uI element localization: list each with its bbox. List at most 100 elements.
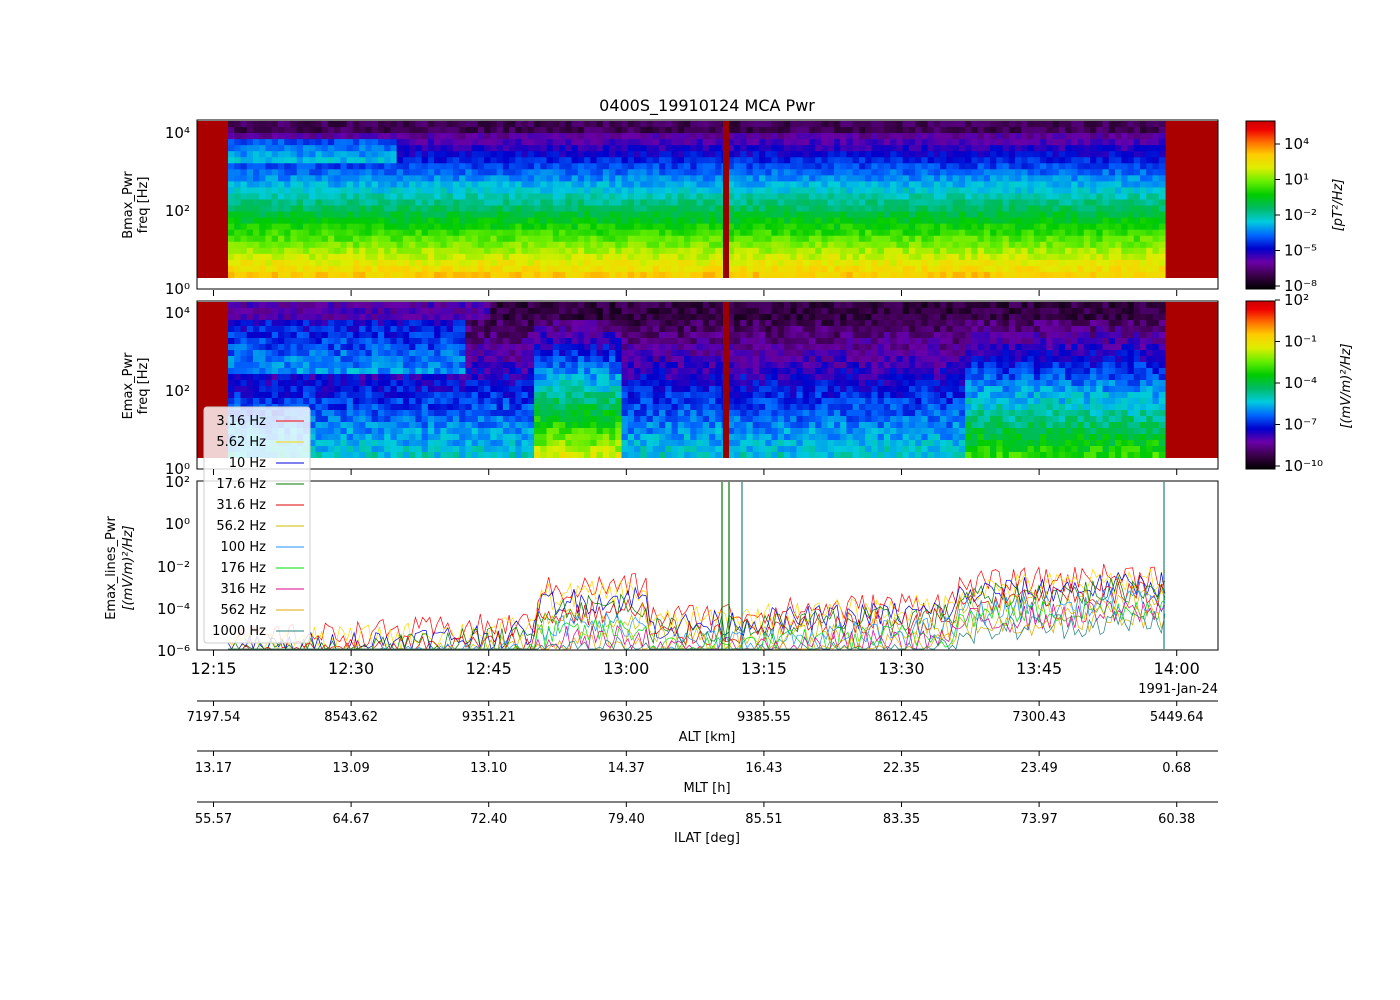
spectrogram-cell — [396, 211, 404, 219]
spectrogram-cell — [321, 428, 329, 435]
spectrogram-cell — [302, 181, 310, 189]
spectrogram-cell — [515, 259, 523, 267]
spectrogram-cell — [752, 151, 760, 158]
spectrogram-cell — [315, 404, 323, 411]
spectrogram-cell — [465, 145, 473, 152]
spectrogram-cell — [752, 229, 760, 237]
spectrogram-cell — [865, 169, 873, 176]
spectrogram-cell — [465, 223, 473, 231]
spectrogram-cell — [896, 229, 904, 237]
spectrogram-cell — [340, 314, 348, 321]
spectrogram-cell — [440, 121, 448, 128]
spectrogram-cell — [284, 187, 292, 195]
spectrogram-cell — [402, 410, 410, 417]
spectrogram-cell — [284, 151, 292, 158]
spectrogram-cell — [746, 241, 754, 249]
spectrogram-cell — [1065, 193, 1072, 201]
spectrogram-cell — [1027, 247, 1035, 255]
spectrogram-cell — [321, 338, 329, 345]
spectrogram-cell — [965, 121, 972, 128]
spectrogram-cell — [527, 181, 535, 189]
spectrogram-cell — [527, 163, 535, 170]
spectrogram-cell — [752, 271, 760, 279]
spectrogram-cell — [815, 229, 823, 237]
spectrogram-cell — [584, 211, 591, 219]
spectrogram-cell — [684, 127, 691, 134]
spectrogram-cell — [396, 217, 404, 225]
spectrogram-cell — [815, 205, 823, 213]
spectrogram-cell — [459, 217, 466, 225]
spectrogram-cell — [621, 157, 629, 164]
spectrogram-cell — [384, 350, 392, 357]
spectrogram-cell — [596, 205, 604, 213]
spectrogram-cell — [502, 223, 510, 231]
spectrogram-cell — [802, 211, 810, 219]
spectrogram-cell — [833, 229, 841, 237]
spectrogram-cell — [902, 127, 910, 134]
spectrogram-cell — [1121, 139, 1129, 146]
spectrogram-cell — [577, 205, 585, 213]
spectrogram-cell — [327, 362, 335, 369]
spectrogram-cell — [965, 259, 972, 267]
spectrogram-cell — [490, 169, 498, 176]
spectrogram-cell — [1071, 223, 1079, 231]
spectrogram-cell — [933, 271, 941, 279]
spectrogram-cell — [602, 145, 610, 152]
spectrogram-cell — [596, 247, 604, 255]
spectrogram-cell — [534, 229, 541, 237]
spectrogram-cell — [871, 223, 879, 231]
spectrogram-cell — [471, 163, 479, 170]
spectrogram-cell — [940, 211, 947, 219]
spectrogram-cell — [302, 163, 310, 170]
spectrogram-cell — [1158, 223, 1166, 231]
spectrogram-cell — [752, 169, 760, 176]
spectrogram-cell — [302, 169, 310, 176]
spectrogram-cell — [371, 338, 379, 345]
spectrogram-cell — [1121, 271, 1129, 279]
spectrogram-cell — [1071, 127, 1079, 134]
spectrogram-cell — [371, 211, 379, 219]
spectrogram-cell — [790, 259, 798, 267]
spectrogram-cell — [571, 139, 579, 146]
spectrogram-cell — [427, 265, 435, 273]
spectrogram-cell — [421, 428, 429, 435]
spectrogram-cell — [371, 374, 379, 381]
spectrogram-cell — [846, 145, 854, 152]
spectrogram-cell — [365, 326, 373, 333]
spectrogram-cell — [359, 157, 367, 164]
spectrogram-cell — [334, 229, 342, 237]
spectrogram-cell — [234, 169, 242, 176]
spectrogram-cell — [840, 175, 848, 182]
spectrogram-cell — [877, 157, 885, 164]
spectrogram-cell — [1121, 169, 1129, 176]
spectrogram-cell — [858, 235, 866, 243]
spectrogram-cell — [752, 265, 760, 273]
spectrogram-cell — [1158, 151, 1166, 158]
spectrogram-cell — [690, 151, 698, 158]
spectrogram-cell — [821, 271, 829, 279]
spectrogram-cell — [584, 145, 591, 152]
spectrogram-cell — [983, 121, 991, 128]
spectrogram-cell — [815, 151, 823, 158]
spectrogram-cell — [265, 253, 273, 261]
spectrogram-cell — [1090, 205, 1097, 213]
spectrogram-cell — [315, 314, 323, 321]
spectrogram-cell — [1065, 187, 1072, 195]
spectrogram-cell — [346, 217, 354, 225]
spectrogram-cell — [965, 181, 972, 189]
spectrogram-cell — [684, 211, 691, 219]
spectrogram-cell — [1115, 265, 1122, 273]
spectrogram-cell — [715, 199, 723, 207]
spectrogram-cell — [646, 253, 654, 261]
spectrogram-cell — [677, 271, 685, 279]
spectrogram-cell — [1083, 271, 1091, 279]
spectrogram-cell — [946, 265, 954, 273]
spectrogram-cell — [765, 265, 773, 273]
spectrogram-cell — [402, 175, 410, 182]
spectrogram-cell — [334, 163, 342, 170]
spectrogram-cell — [290, 133, 298, 140]
spectrogram-cell — [908, 253, 916, 261]
spectrogram-cell — [359, 181, 367, 189]
spectrogram-cell — [446, 223, 454, 231]
spectrogram-cell — [352, 446, 360, 453]
